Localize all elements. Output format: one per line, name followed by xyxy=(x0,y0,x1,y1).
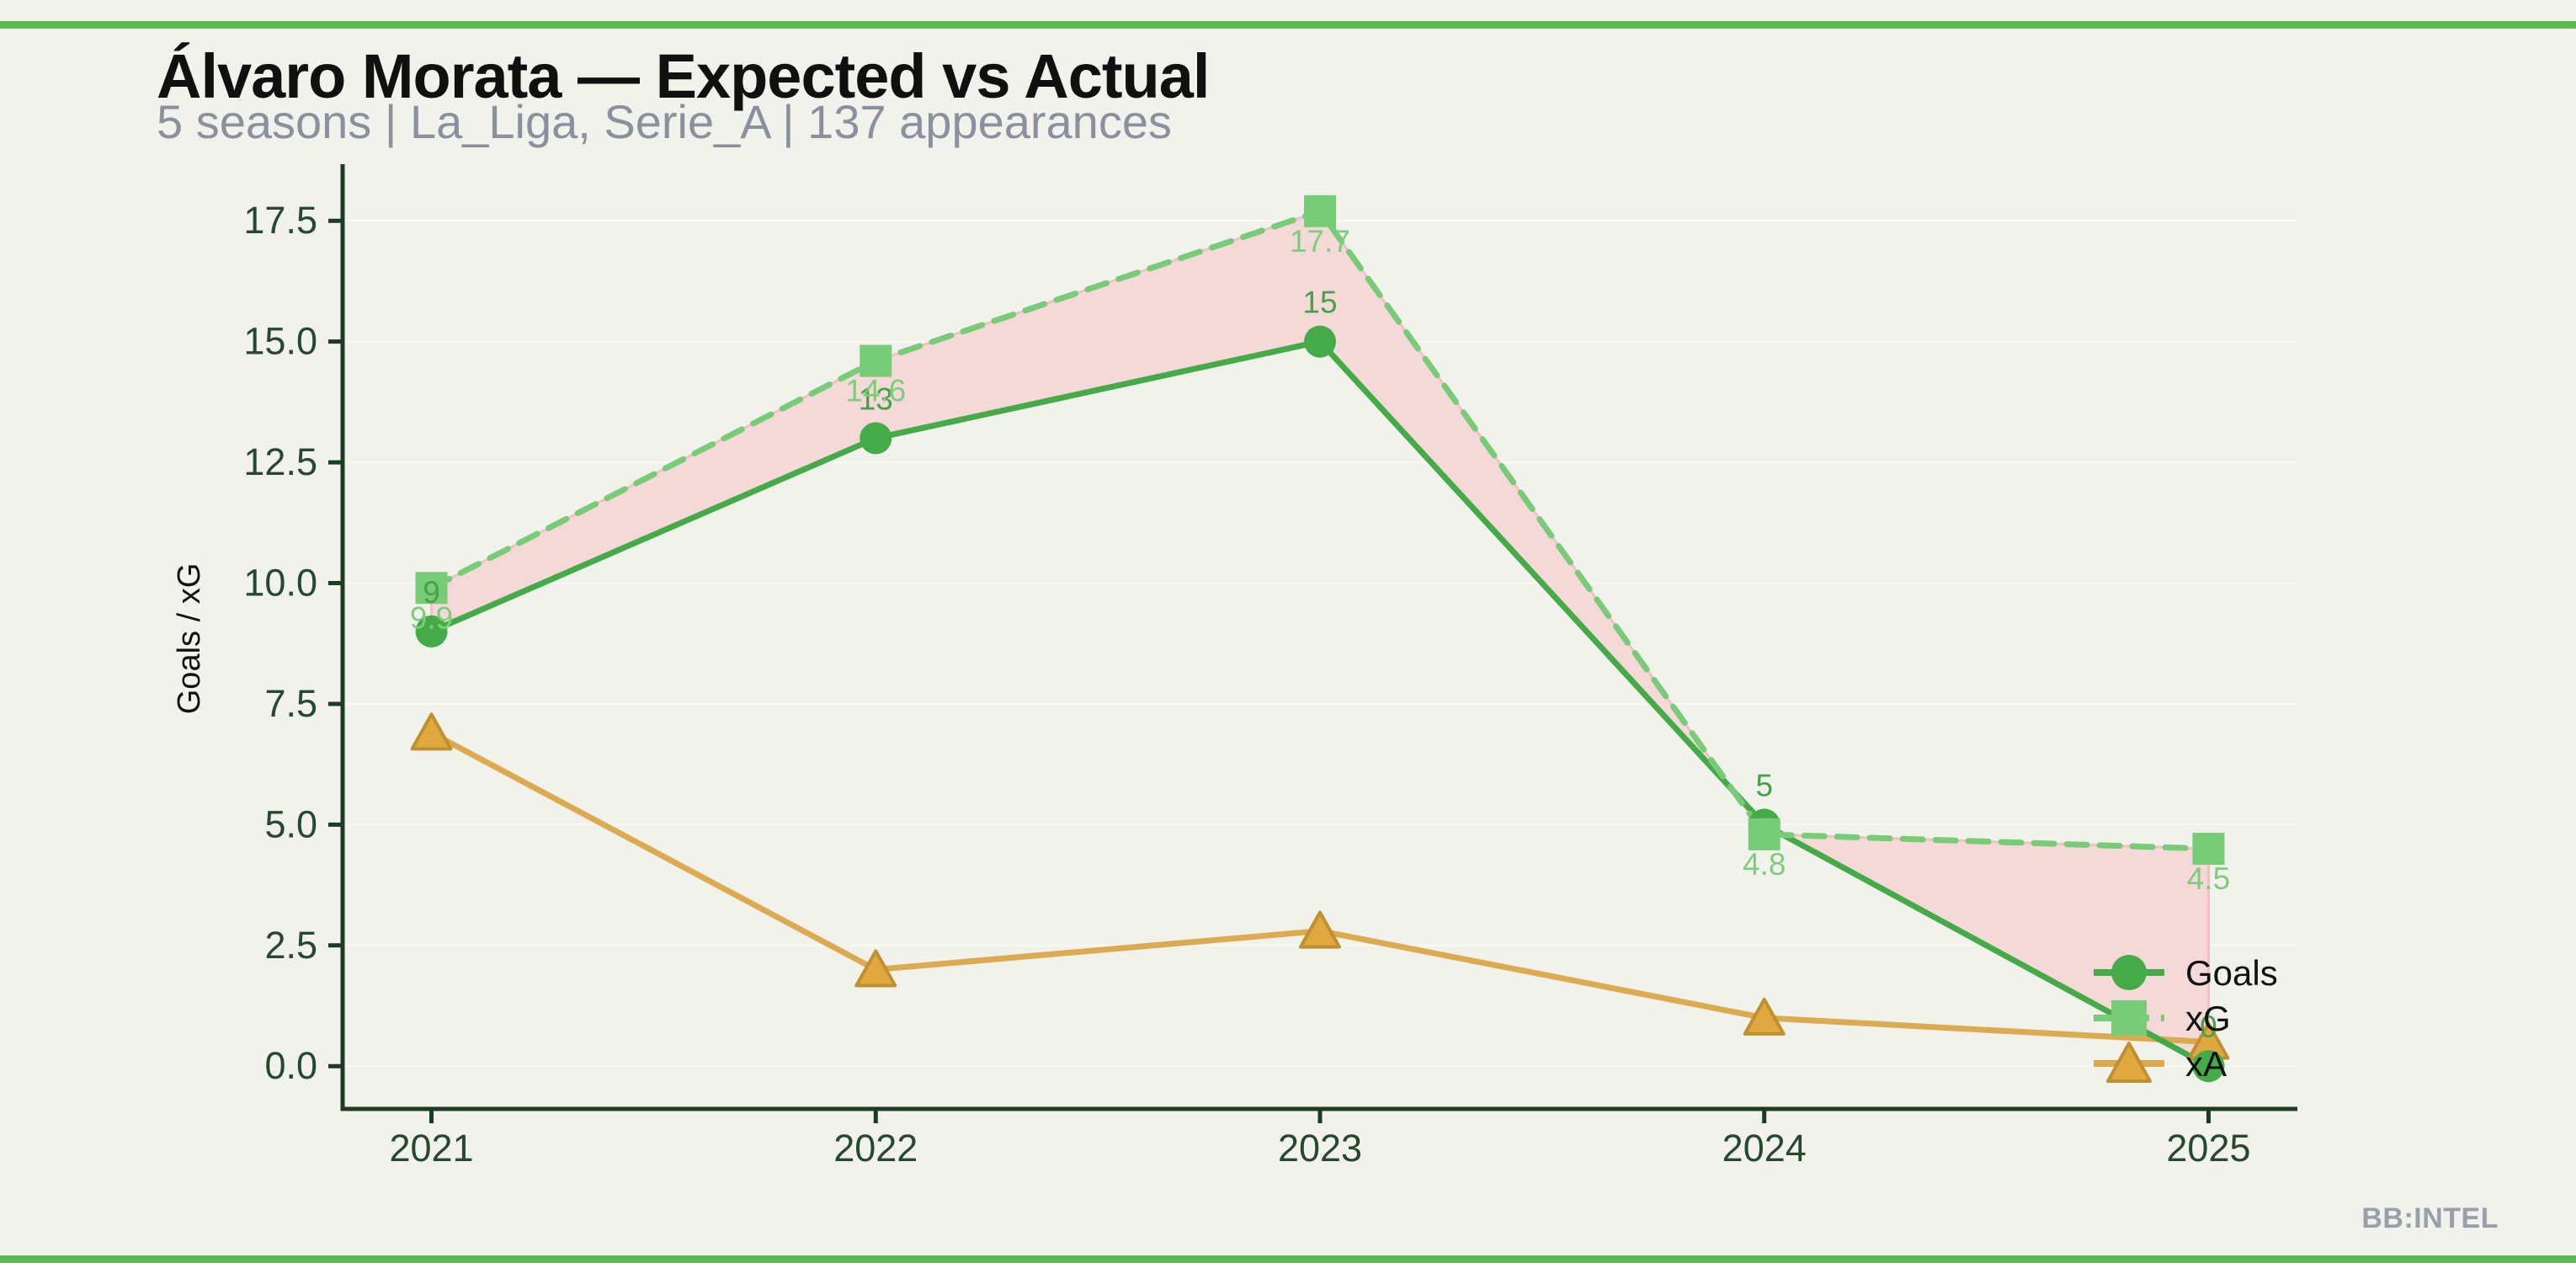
bottom-accent-bar xyxy=(0,1255,2576,1263)
legend-label-xa: xA xyxy=(2185,1044,2227,1084)
top-accent-bar xyxy=(0,21,2576,29)
x-tick-label: 2021 xyxy=(389,1127,473,1170)
xg-marker xyxy=(860,344,892,377)
point-value-labels: 9 13 15 5 0 9.9 14.6 17.7 4.8 4.5 xyxy=(410,224,2230,1044)
xa-marker xyxy=(410,712,453,751)
legend-label-goals: Goals xyxy=(2185,953,2278,993)
x-tick-label: 2022 xyxy=(833,1127,918,1170)
xg-value-label: 14.6 xyxy=(845,374,906,408)
xg-marker xyxy=(1304,195,1336,227)
y-tick-label: 7.5 xyxy=(264,682,317,725)
axes: 0.0 2.5 5.0 7.5 10.0 12.5 15.0 17.5 2021 2022 2023… xyxy=(172,164,2297,1170)
x-tick-label: 2025 xyxy=(2166,1127,2250,1170)
y-axis-title: Goals / xG xyxy=(172,563,207,715)
xg-marker xyxy=(415,572,448,605)
goals-value-label: 0 xyxy=(2200,1010,2217,1044)
y-tick-label: 10.0 xyxy=(243,562,317,605)
goals-value-label: 5 xyxy=(1755,768,1773,802)
xa-marker xyxy=(1743,997,1786,1036)
page-subtitle: 5 seasons | La_Liga, Serie_A | 137 appea… xyxy=(157,95,1172,148)
goals-value-label: 9 xyxy=(423,575,440,610)
watermark-logo: BB:INTEL xyxy=(2361,1202,2499,1234)
goals-marker xyxy=(415,615,448,647)
y-tick-label: 17.5 xyxy=(243,199,317,242)
y-tick-label: 12.5 xyxy=(243,440,317,483)
y-tick-label: 15.0 xyxy=(243,320,317,363)
xg-value-label: 17.7 xyxy=(1290,224,1350,258)
legend-marker-goals xyxy=(2111,955,2147,990)
xg-value-label: 4.5 xyxy=(2187,861,2230,896)
x-tick-label: 2024 xyxy=(1722,1127,1807,1170)
page-title: Álvaro Morata — Expected vs Actual xyxy=(157,41,1210,111)
legend-marker-xa xyxy=(2106,1042,2152,1083)
series-markers xyxy=(410,195,2230,1083)
goals-marker xyxy=(1304,325,1336,358)
xa-marker xyxy=(1299,910,1341,949)
goals-value-label: 13 xyxy=(859,381,893,416)
goals-value-label: 15 xyxy=(1302,285,1337,320)
xg-value-label: 9.9 xyxy=(410,600,453,635)
xg-marker xyxy=(1748,818,1780,850)
xa-marker xyxy=(854,949,897,988)
goals-marker xyxy=(860,422,892,455)
goals-marker xyxy=(2192,1050,2225,1083)
legend-label-xg: xG xyxy=(2185,999,2231,1038)
legend: Goals xG xA xyxy=(2094,953,2278,1084)
xg-value-label: 4.8 xyxy=(1743,847,1786,882)
y-tick-label: 2.5 xyxy=(264,924,317,967)
legend-marker-xg xyxy=(2111,1000,2147,1036)
x-tick-label: 2023 xyxy=(1278,1127,1362,1170)
y-tick-label: 5.0 xyxy=(264,802,317,845)
y-tick-label: 0.0 xyxy=(264,1044,317,1087)
xg-marker xyxy=(2192,833,2225,866)
